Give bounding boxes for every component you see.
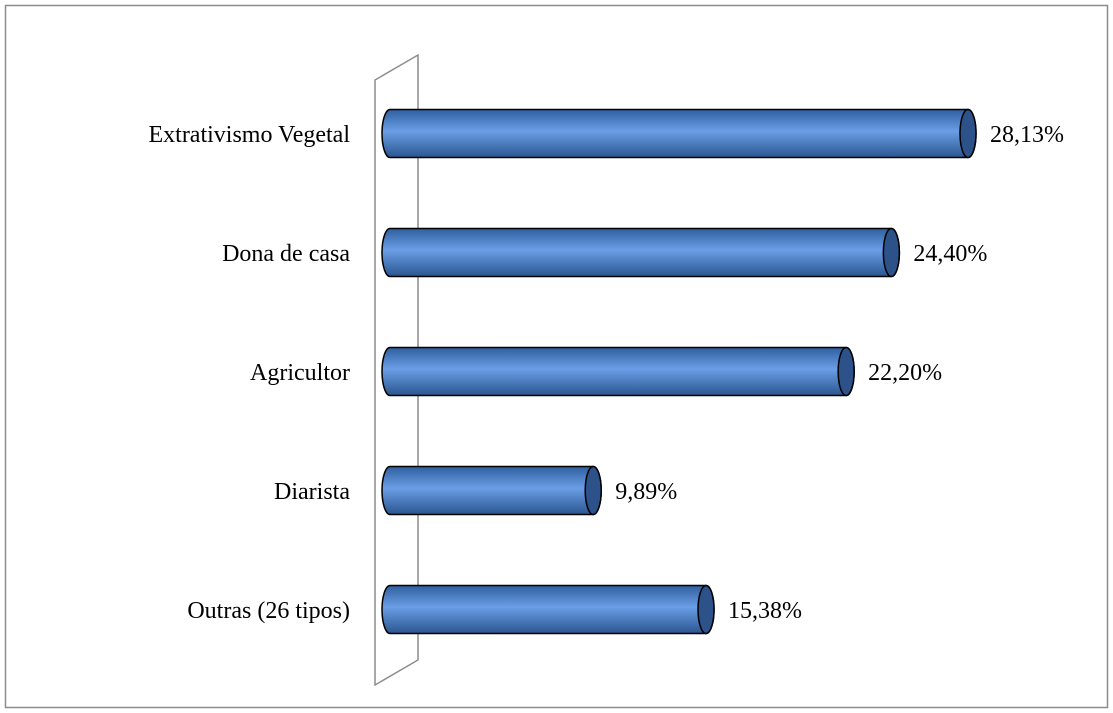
y-tick-label: Diarista: [274, 479, 350, 505]
bar: [381, 227, 901, 278]
data-label: 15,38%: [728, 598, 802, 624]
y-tick-label: Dona de casa: [222, 241, 350, 267]
data-label: 22,20%: [868, 360, 942, 386]
bar: [381, 346, 855, 397]
data-label: 9,89%: [615, 479, 677, 505]
data-label: 24,40%: [913, 241, 987, 267]
y-tick-label: Outras (26 tipos): [187, 598, 350, 624]
bar-cap: [584, 465, 602, 516]
y-tick-label: Extrativismo Vegetal: [148, 122, 350, 148]
data-label: 28,13%: [990, 122, 1064, 148]
bar-cap: [882, 227, 901, 278]
bar-cap: [697, 584, 715, 635]
bar: [381, 108, 977, 159]
bar: [381, 465, 602, 516]
bar-cap: [837, 346, 855, 397]
bar: [381, 584, 715, 635]
bar-cap: [959, 108, 977, 159]
y-tick-label: Agricultor: [250, 360, 350, 386]
